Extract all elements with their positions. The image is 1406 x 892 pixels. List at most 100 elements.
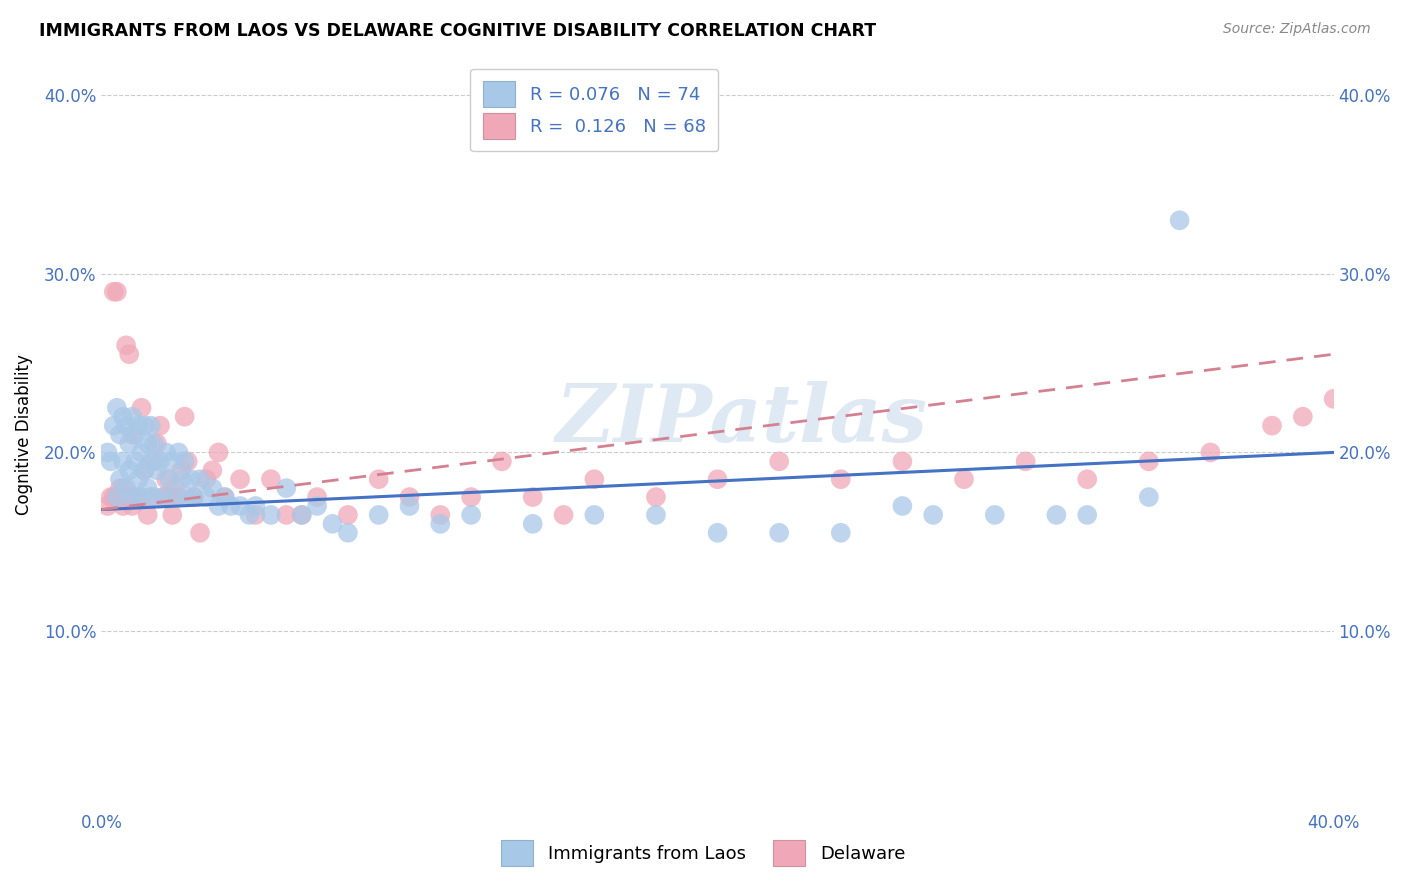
Point [121, 409, 143, 424]
Point [108, 490, 131, 504]
Point [307, 490, 329, 504]
Point [460, 490, 482, 504]
Point [131, 401, 153, 415]
Point [1014, 454, 1036, 468]
Point [131, 445, 153, 459]
Point [214, 490, 236, 504]
Point [245, 499, 267, 513]
Point [115, 418, 138, 433]
Point [398, 499, 420, 513]
Point [522, 516, 544, 531]
Y-axis label: Cognitive Disability: Cognitive Disability [15, 354, 32, 515]
Point [173, 409, 195, 424]
Point [195, 472, 218, 486]
Point [1292, 409, 1315, 424]
Point [112, 481, 135, 495]
Point [167, 445, 190, 459]
Point [922, 508, 945, 522]
Point [155, 445, 177, 459]
Point [1199, 445, 1222, 459]
Point [139, 490, 162, 504]
Point [180, 472, 202, 486]
Point [953, 472, 976, 486]
Point [336, 525, 359, 540]
Point [291, 508, 314, 522]
Point [105, 401, 128, 415]
Point [112, 409, 135, 424]
Point [201, 481, 224, 495]
Point [139, 418, 162, 433]
Point [307, 499, 329, 513]
Point [152, 490, 174, 504]
Point [142, 454, 165, 468]
Point [127, 418, 149, 433]
Point [522, 490, 544, 504]
Point [367, 508, 389, 522]
Point [1168, 213, 1191, 227]
Point [121, 427, 143, 442]
Point [118, 436, 141, 450]
Legend: R = 0.076   N = 74, R =  0.126   N = 68: R = 0.076 N = 74, R = 0.126 N = 68 [470, 69, 718, 152]
Point [115, 338, 138, 352]
Point [170, 463, 193, 477]
Point [1045, 508, 1067, 522]
Point [429, 508, 451, 522]
Point [124, 427, 146, 442]
Point [155, 472, 177, 486]
Point [103, 285, 125, 299]
Point [115, 481, 138, 495]
Point [830, 472, 852, 486]
Point [201, 463, 224, 477]
Point [112, 499, 135, 513]
Point [134, 418, 156, 433]
Point [188, 472, 211, 486]
Point [984, 508, 1007, 522]
Point [149, 418, 172, 433]
Point [367, 472, 389, 486]
Point [118, 463, 141, 477]
Point [146, 463, 169, 477]
Text: Source: ZipAtlas.com: Source: ZipAtlas.com [1223, 22, 1371, 37]
Point [429, 516, 451, 531]
Point [121, 499, 143, 513]
Point [134, 463, 156, 477]
Point [136, 436, 159, 450]
Point [105, 490, 128, 504]
Point [195, 490, 218, 504]
Point [165, 481, 187, 495]
Text: ZIPatlas: ZIPatlas [557, 381, 928, 458]
Point [768, 454, 790, 468]
Point [115, 490, 138, 504]
Point [830, 525, 852, 540]
Point [136, 481, 159, 495]
Point [105, 490, 128, 504]
Point [124, 490, 146, 504]
Point [105, 285, 128, 299]
Point [398, 490, 420, 504]
Point [127, 490, 149, 504]
Point [583, 472, 606, 486]
Point [183, 490, 205, 504]
Point [645, 490, 668, 504]
Point [583, 508, 606, 522]
Point [768, 525, 790, 540]
Point [1076, 472, 1098, 486]
Point [260, 472, 283, 486]
Point [100, 490, 122, 504]
Point [336, 508, 359, 522]
Point [207, 499, 229, 513]
Point [706, 472, 728, 486]
Point [207, 445, 229, 459]
Point [121, 490, 143, 504]
Point [112, 454, 135, 468]
Point [118, 490, 141, 504]
Point [165, 490, 187, 504]
Point [177, 490, 200, 504]
Point [245, 508, 267, 522]
Point [149, 454, 172, 468]
Point [97, 445, 120, 459]
Point [136, 508, 159, 522]
Point [173, 454, 195, 468]
Point [214, 490, 236, 504]
Point [188, 525, 211, 540]
